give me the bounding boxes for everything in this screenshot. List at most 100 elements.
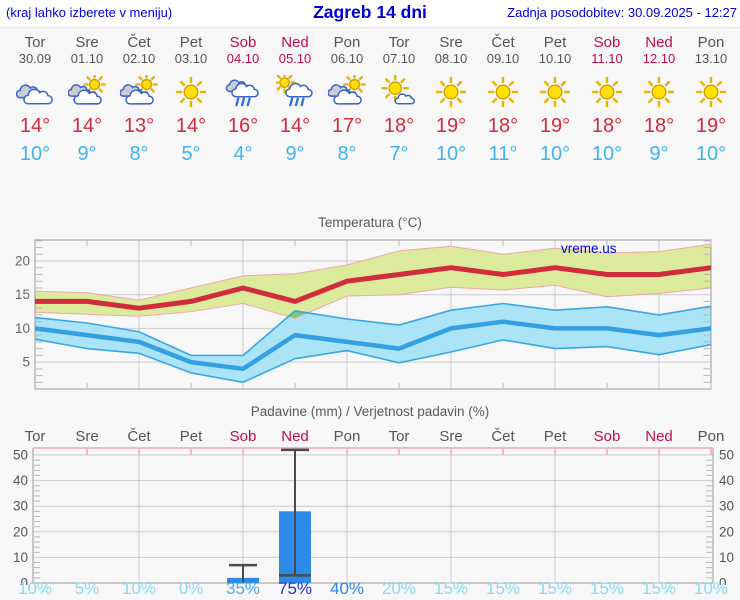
svg-text:10: 10 xyxy=(13,550,28,565)
low-temp: 10° xyxy=(695,143,727,165)
cloudy-icon xyxy=(15,75,54,109)
precip-day-label: Sob xyxy=(229,428,257,445)
precip-day-label: Sre xyxy=(439,428,463,445)
high-temp: 18° xyxy=(487,115,519,137)
svg-text:40: 40 xyxy=(719,473,734,488)
low-temp: 5° xyxy=(181,143,201,165)
day-column[interactable]: Pon 13.10 19° 10° xyxy=(685,28,737,173)
day-name: Sre xyxy=(75,34,99,51)
day-date: 10.10 xyxy=(538,51,572,66)
day-column[interactable]: Pet 10.10 19° 10° xyxy=(529,28,581,173)
day-column[interactable]: Tor 07.10 18° 7° xyxy=(373,28,425,173)
svg-text:10: 10 xyxy=(719,550,734,565)
day-column[interactable]: Čet 02.10 13° 8° xyxy=(113,28,165,173)
day-column[interactable]: Ned 05.10 14° 9° xyxy=(269,28,321,173)
day-date: 01.10 xyxy=(70,51,104,66)
day-date: 12.10 xyxy=(642,51,676,66)
precip-probability: 15% xyxy=(537,579,573,598)
day-date: 09.10 xyxy=(486,51,520,66)
day-column[interactable]: Pet 03.10 14° 5° xyxy=(165,28,217,173)
sunny-icon xyxy=(172,75,210,109)
partly-cloudy-icon xyxy=(327,73,366,109)
low-temp: 7° xyxy=(389,143,409,165)
precip-day-label: Pet xyxy=(179,428,203,445)
precip-day-label: Sre xyxy=(75,428,99,445)
high-temp: 19° xyxy=(539,115,571,137)
day-column[interactable]: Pon 06.10 17° 8° xyxy=(321,28,373,173)
day-column[interactable]: Sob 11.10 18° 10° xyxy=(581,28,633,173)
low-temp: 9° xyxy=(285,143,305,165)
mostly-sunny-icon xyxy=(380,74,418,109)
day-column[interactable]: Čet 09.10 18° 11° xyxy=(477,28,529,173)
svg-text:0: 0 xyxy=(20,576,28,586)
day-name: Tor xyxy=(24,34,46,51)
sunny-icon xyxy=(640,75,678,109)
day-column[interactable]: Tor 30.09 14° 10° xyxy=(9,28,61,173)
precip-day-label: Tor xyxy=(24,428,46,445)
day-name: Tor xyxy=(388,34,410,51)
rain-icon xyxy=(224,75,262,109)
precip-probability: 15% xyxy=(641,579,677,598)
precip-probability: 10% xyxy=(121,579,157,598)
high-temp: 14° xyxy=(279,115,311,137)
low-temp: 10° xyxy=(539,143,571,165)
day-name: Ned xyxy=(645,34,673,51)
day-date: 13.10 xyxy=(694,51,728,66)
day-date: 05.10 xyxy=(278,51,312,66)
precip-probability: 15% xyxy=(485,579,521,598)
high-temp: 17° xyxy=(331,115,363,137)
day-name: Ned xyxy=(281,34,309,51)
header: (kraj lahko izberete v meniju) Zagreb 14… xyxy=(0,0,740,28)
precip-probabilities: 10% 5% 10% 0% 35% 75% 40% 20% 15% 15% 15% 15% 15% 10% xyxy=(0,579,740,599)
high-temp: 18° xyxy=(383,115,415,137)
high-temp: 16° xyxy=(227,115,259,137)
sun-rain-icon xyxy=(273,71,314,109)
low-temp: 10° xyxy=(19,143,51,165)
high-temp: 14° xyxy=(175,115,207,137)
precip-probability: 75% xyxy=(277,579,313,598)
low-temp: 9° xyxy=(77,143,97,165)
temperature-chart-title: Temperatura (°C) xyxy=(318,215,422,230)
svg-text:15: 15 xyxy=(15,287,30,302)
day-column[interactable]: Sob 04.10 16° 4° xyxy=(217,28,269,173)
forecast-days-row: Tor 30.09 14° 10° Sre 01.10 14° 9° Čet 02.10 13° 8°… xyxy=(0,28,740,173)
precip-probability: 35% xyxy=(225,579,261,598)
day-date: 07.10 xyxy=(382,51,416,66)
day-date: 08.10 xyxy=(434,51,468,66)
precip-probability: 10% xyxy=(17,579,53,598)
precip-probability: 15% xyxy=(433,579,469,598)
high-temp: 19° xyxy=(695,115,727,137)
svg-text:20: 20 xyxy=(719,524,734,539)
precipitation-chart-title: Padavine (mm) / Verjetnost padavin (%) xyxy=(250,404,490,419)
precip-probability: 40% xyxy=(329,579,365,598)
precip-day-labels: Tor Sre Čet Pet Sob Ned Pon Tor Sre Čet Pet Sob Ned P… xyxy=(0,428,740,446)
precipitation-chart: 0 0 10 10 20 20 30 30 40 40 50 50 xyxy=(13,447,734,586)
precip-day-label: Ned xyxy=(645,428,673,445)
day-date: 06.10 xyxy=(330,51,364,66)
day-date: 11.10 xyxy=(591,51,623,66)
day-column[interactable]: Ned 12.10 18° 9° xyxy=(633,28,685,173)
watermark-link[interactable]: vreme.us xyxy=(561,241,617,256)
low-temp: 10° xyxy=(591,143,623,165)
precip-day-label: Tor xyxy=(388,428,410,445)
day-name: Pon xyxy=(697,34,725,51)
precip-day-label: Ned xyxy=(281,428,309,445)
high-temp: 18° xyxy=(643,115,675,137)
precip-day-label: Pet xyxy=(543,428,567,445)
svg-text:40: 40 xyxy=(13,473,28,488)
low-temp: 9° xyxy=(649,143,669,165)
day-date: 03.10 xyxy=(174,51,208,66)
sunny-icon xyxy=(536,75,574,109)
precip-probability: 0% xyxy=(178,579,204,598)
page-title: Zagreb 14 dni xyxy=(313,2,427,22)
precip-day-label: Pon xyxy=(697,428,725,445)
day-column[interactable]: Sre 01.10 14° 9° xyxy=(61,28,113,173)
svg-text:10: 10 xyxy=(15,321,30,336)
svg-text:30: 30 xyxy=(13,499,28,514)
sunny-icon xyxy=(692,75,730,109)
low-temp: 4° xyxy=(233,143,253,165)
precip-probability: 10% xyxy=(693,579,729,598)
sunny-icon xyxy=(588,75,626,109)
day-column[interactable]: Sre 08.10 19° 10° xyxy=(425,28,477,173)
temperature-chart: 5 10 15 20 xyxy=(15,239,712,390)
